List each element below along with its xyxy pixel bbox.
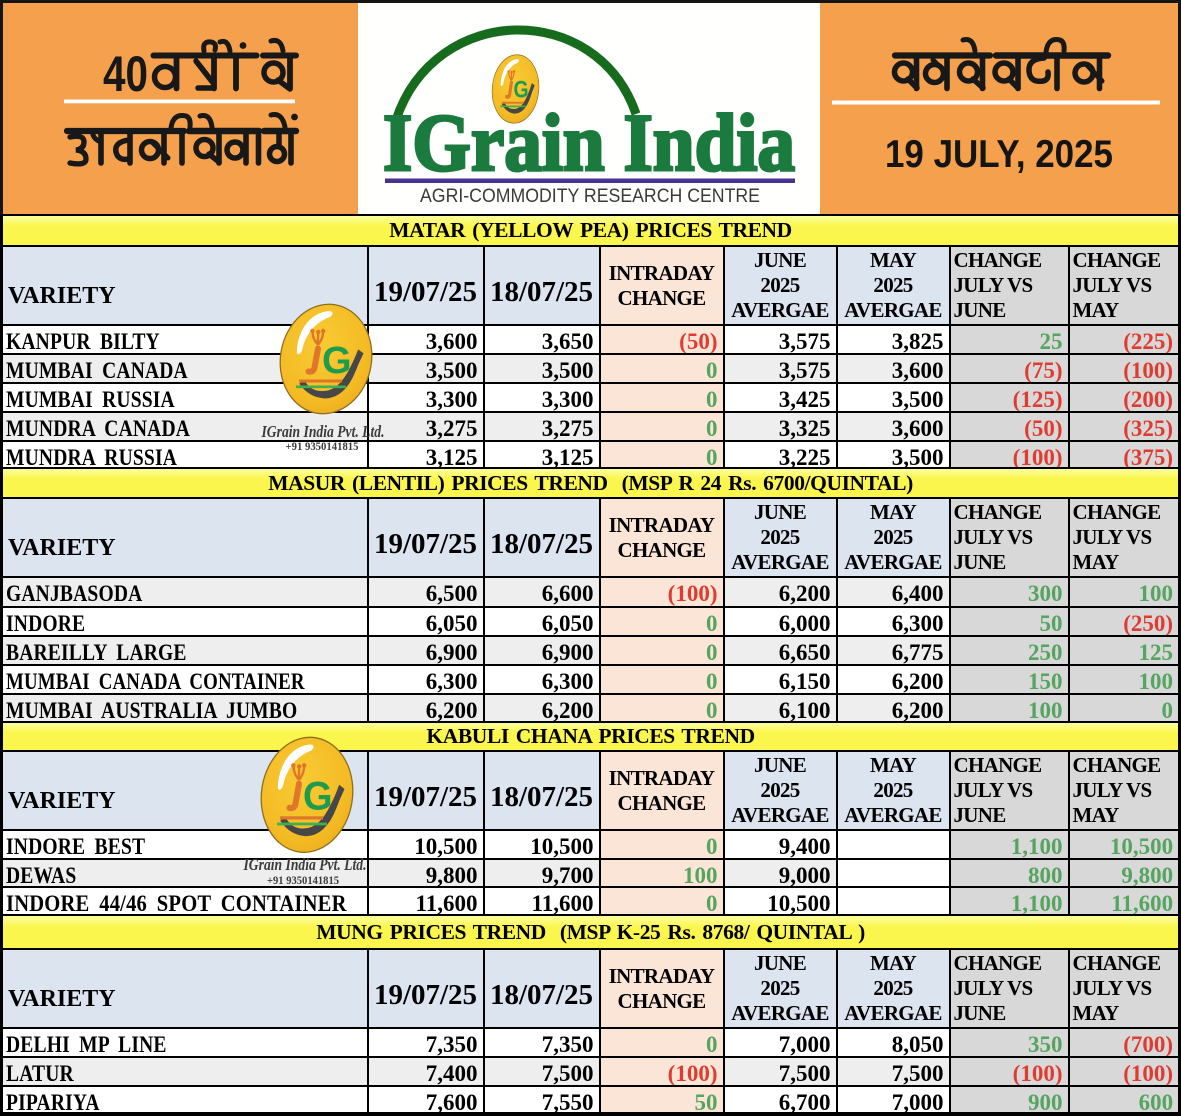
svg-text:IGrain India Pvt. Ltd.: IGrain India Pvt. Ltd. — [261, 422, 385, 441]
svg-text:19 JULY, 2025: 19 JULY, 2025 — [885, 133, 1113, 176]
svg-text:+91 9350141815: +91 9350141815 — [286, 439, 359, 453]
svg-text:40: 40 — [103, 46, 148, 102]
svg-text:AGRI-COMMODITY RESEARCH CENTRE: AGRI-COMMODITY RESEARCH CENTRE — [420, 186, 760, 207]
svg-text:IGrain India: IGrain India — [383, 97, 795, 188]
svg-text:IGrain India Pvt. Ltd.: IGrain India Pvt. Ltd. — [243, 855, 367, 874]
svg-text:+91 9350141815: +91 9350141815 — [267, 873, 339, 887]
